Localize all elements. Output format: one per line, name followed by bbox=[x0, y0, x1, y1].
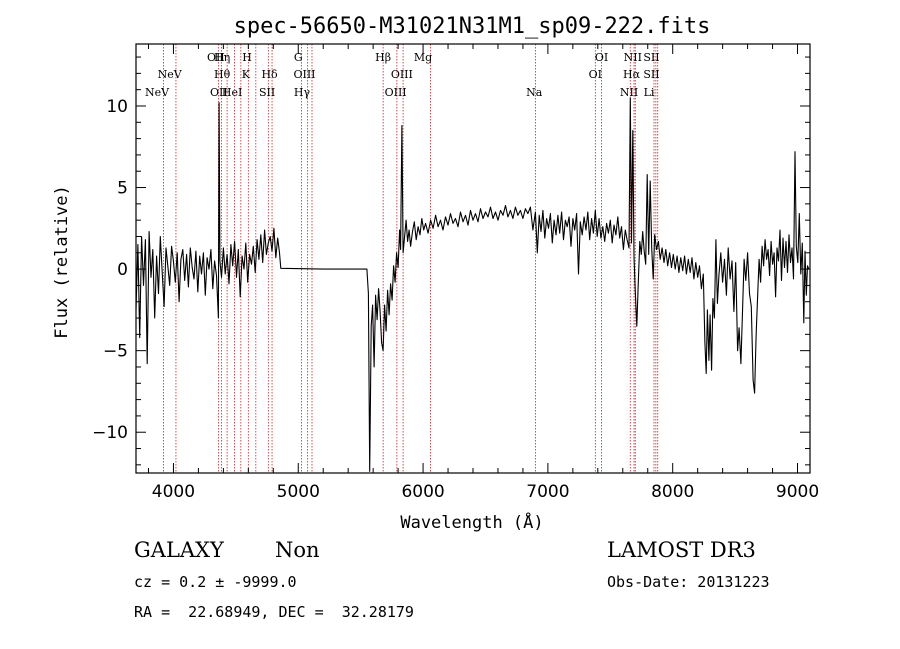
line-marker-label: OII bbox=[207, 51, 225, 64]
line-marker-label: Mg bbox=[414, 51, 432, 64]
line-marker-label: SII bbox=[643, 51, 659, 64]
y-tick-label: 0 bbox=[117, 260, 128, 280]
line-marker-label: Hη bbox=[214, 51, 230, 64]
line-marker-label: NII bbox=[620, 86, 638, 99]
line-marker-label: Hγ bbox=[294, 86, 311, 99]
line-marker-label: OII bbox=[210, 86, 228, 99]
object-subclass: Non bbox=[275, 538, 320, 562]
line-marker-label: NII bbox=[624, 51, 642, 64]
x-tick-label: 8000 bbox=[651, 482, 694, 502]
line-marker-label: H bbox=[242, 51, 252, 64]
line-marker-label: OIII bbox=[385, 86, 407, 99]
line-marker-label: NeV bbox=[158, 68, 183, 81]
emission-line-markers bbox=[163, 44, 659, 473]
y-axis: −10 −5 0 5 10 bbox=[92, 56, 810, 466]
y-axis-label: Flux (relative) bbox=[52, 185, 72, 339]
line-marker-label: NeV bbox=[145, 86, 170, 99]
redshift-text: cz = 0.2 ± -9999.0 bbox=[134, 573, 297, 591]
x-tick-label: 5000 bbox=[277, 482, 320, 502]
line-marker-label: OI bbox=[589, 68, 602, 81]
line-marker-label: Hβ bbox=[375, 51, 391, 64]
coordinates: RA = 22.68949, DEC = 32.28179 bbox=[134, 603, 414, 621]
line-marker-label: G bbox=[294, 51, 303, 64]
x-tick-label: 9000 bbox=[776, 482, 819, 502]
line-marker-label: SII bbox=[259, 86, 275, 99]
line-marker-label: SII bbox=[643, 68, 659, 81]
line-marker-label: Hδ bbox=[261, 68, 278, 81]
y-tick-label: −10 bbox=[92, 423, 128, 443]
spectrum-line bbox=[135, 97, 810, 472]
line-marker-label: Hθ bbox=[214, 68, 231, 81]
line-marker-label: Na bbox=[526, 86, 543, 99]
line-marker-label: Hα bbox=[623, 68, 641, 81]
line-marker-label: OIII bbox=[293, 68, 315, 81]
chart-title: spec-56650-M31021N31M1_sp09-222.fits bbox=[234, 14, 711, 39]
line-marker-label: OI bbox=[595, 51, 608, 64]
line-marker-label: OIII bbox=[391, 68, 413, 81]
x-tick-label: 6000 bbox=[401, 482, 444, 502]
y-tick-label: 5 bbox=[117, 179, 128, 199]
y-tick-label: −5 bbox=[103, 342, 128, 362]
x-axis: 4000 5000 6000 7000 8000 9000 bbox=[147, 44, 819, 502]
line-marker-label: HeI bbox=[222, 86, 242, 99]
x-axis-label: Wavelength (Å) bbox=[400, 511, 543, 533]
survey-name: LAMOST DR3 bbox=[607, 538, 756, 562]
line-marker-label: Li bbox=[644, 86, 655, 99]
x-tick-label: 7000 bbox=[526, 482, 569, 502]
x-tick-label: 4000 bbox=[152, 482, 195, 502]
y-tick-label: 10 bbox=[106, 97, 128, 117]
obs-date: Obs-Date: 20131223 bbox=[607, 573, 770, 591]
line-marker-label: K bbox=[242, 68, 251, 81]
object-class: GALAXY bbox=[134, 538, 224, 562]
plot-frame bbox=[135, 43, 811, 474]
